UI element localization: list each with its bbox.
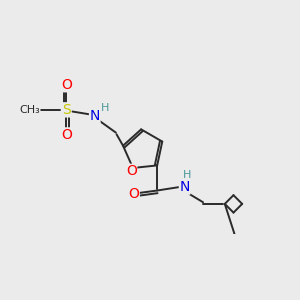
- Text: H: H: [101, 103, 110, 112]
- Text: O: O: [61, 128, 72, 142]
- Text: N: N: [179, 180, 190, 194]
- Text: S: S: [62, 103, 71, 117]
- Text: O: O: [61, 78, 72, 92]
- Text: O: O: [126, 164, 137, 178]
- Text: H: H: [183, 170, 191, 181]
- Text: N: N: [90, 109, 100, 123]
- Text: O: O: [128, 187, 139, 201]
- Text: CH₃: CH₃: [19, 105, 40, 115]
